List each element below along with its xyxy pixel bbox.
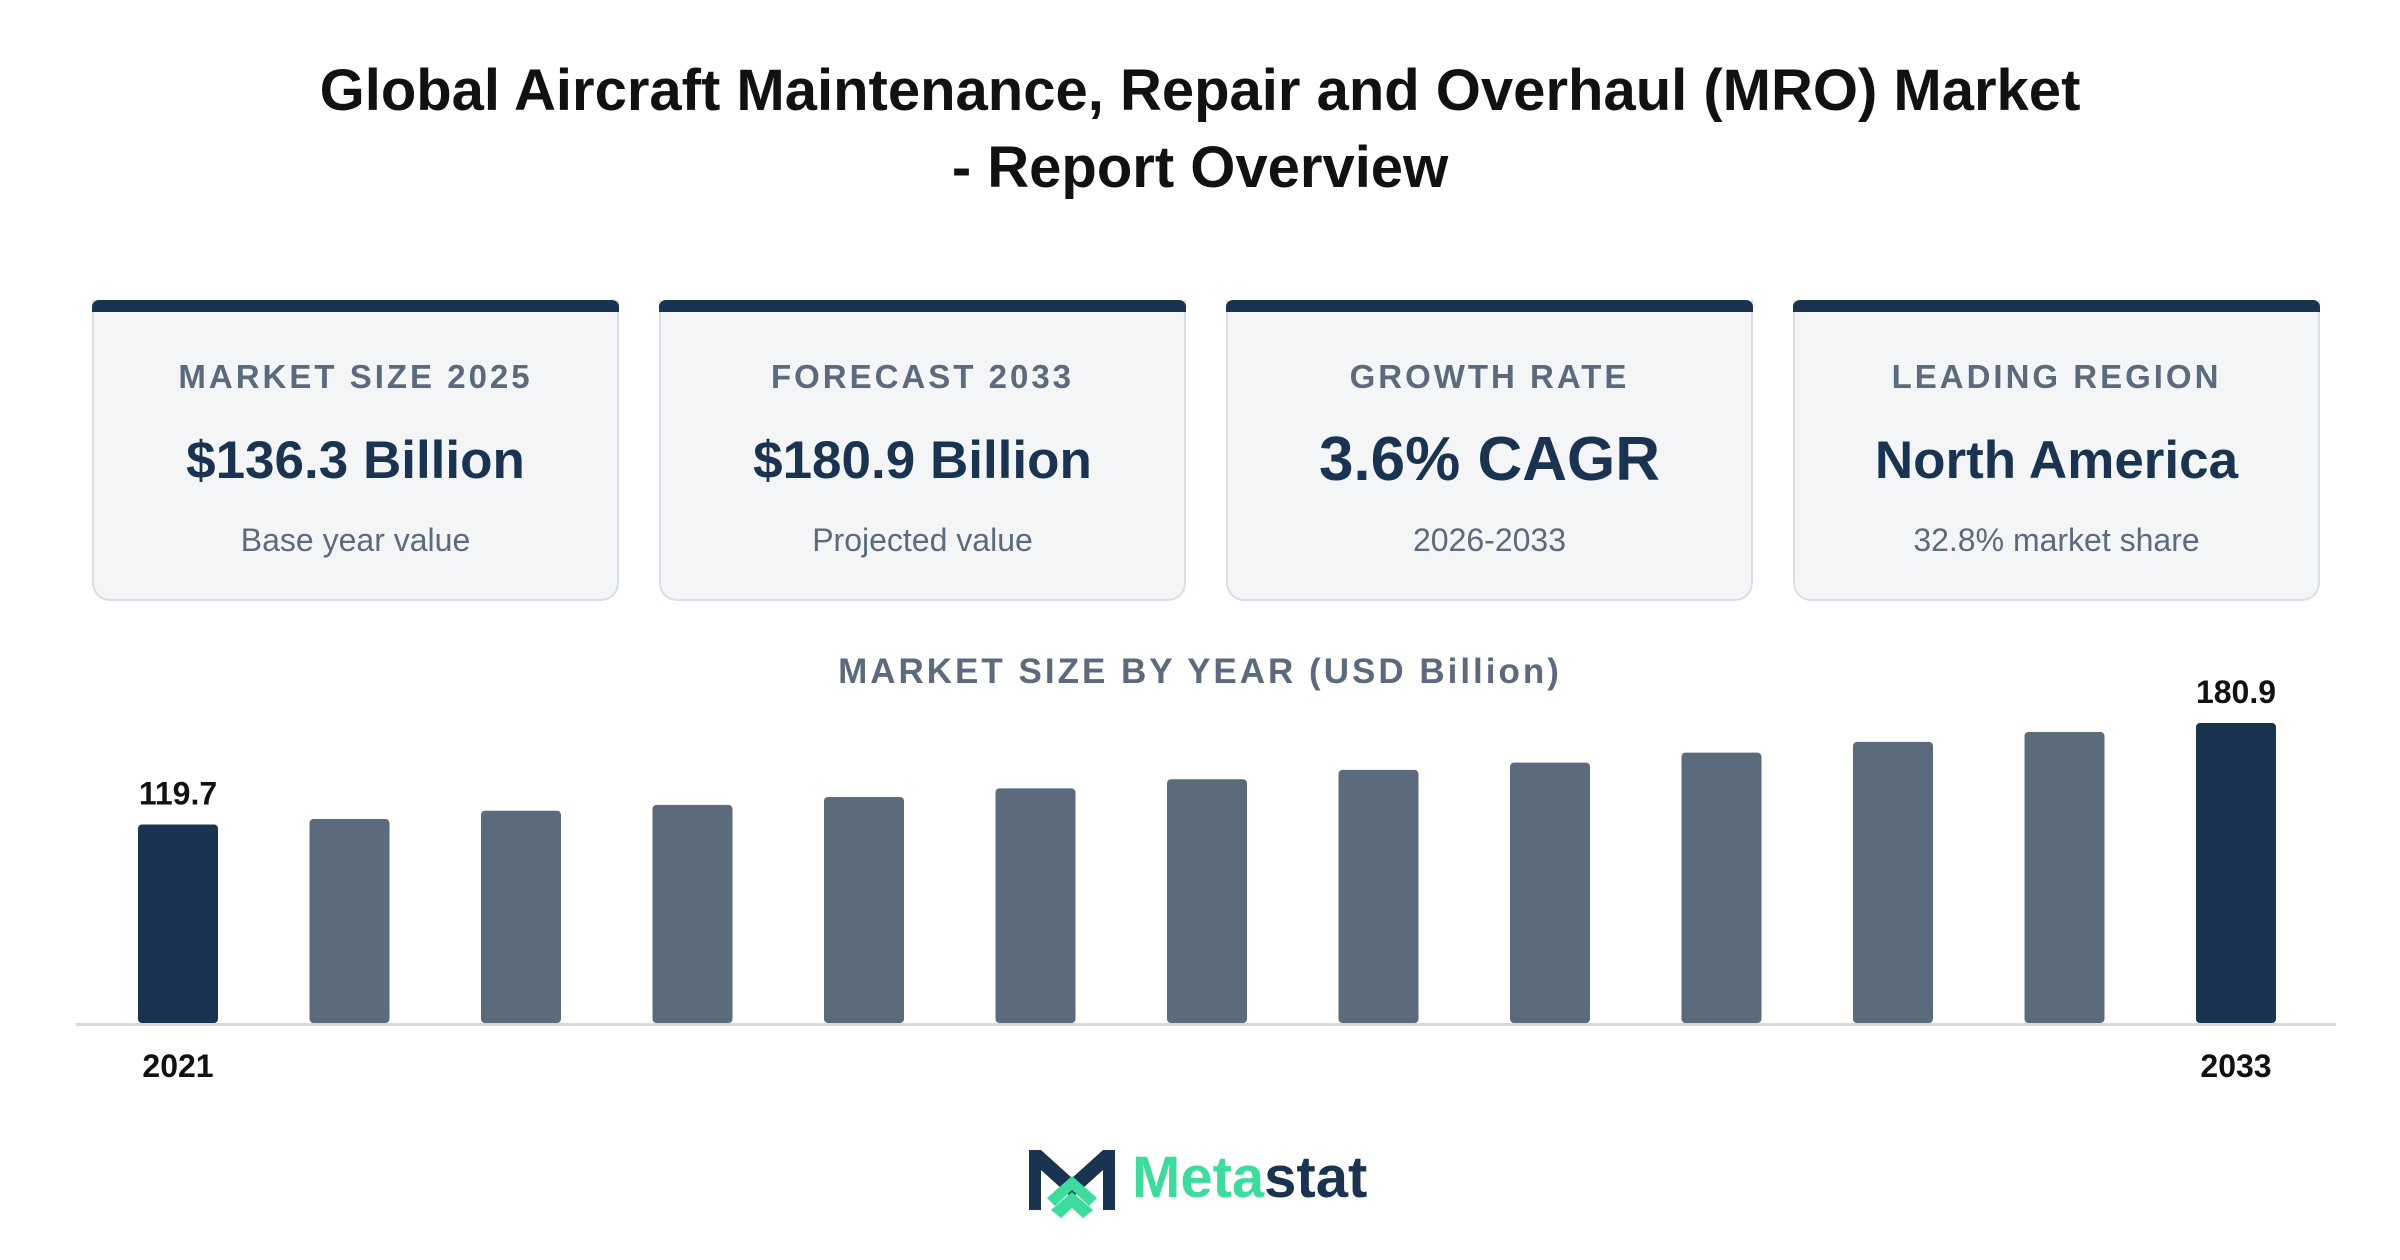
leading-region-label: LEADING REGION [1891,358,2222,395]
card-accent-bar [1793,300,2320,312]
brand-name: Metastat [1132,1143,1367,1213]
card-accent-bar [1226,300,1753,312]
leading-region-sub: 32.8% market share [1913,522,2200,558]
forecast-sub: Projected value [812,522,1033,558]
card-accent-bar [659,300,1186,312]
bar-2022 [309,819,390,1023]
bar-2023 [481,810,561,1023]
forecast-value: $180.9 Billion [753,431,1092,490]
market-size-label: MARKET SIZE 2025 [178,358,533,395]
market-size-card: MARKET SIZE 2025 $136.3 Billion Base yea… [92,300,619,601]
bar-2033 [2196,723,2276,1023]
growth-rate-label: GROWTH RATE [1349,358,1630,395]
page-title-line-1: Global Aircraft Maintenance, Repair and … [319,58,2081,123]
bar-2030 [1681,752,1762,1023]
brand-logo: Metastat [1025,1140,1395,1220]
brand-name-part-2: stat [1264,1145,1368,1210]
bar-2021 [138,824,218,1023]
value-label-2033: 180.9 [2196,674,2276,710]
market-size-value: $136.3 Billion [186,431,525,490]
card-accent-bar [92,300,619,312]
bar-2026 [995,788,1076,1023]
bar-2027 [1167,779,1247,1023]
market-size-sub: Base year value [240,522,471,558]
page-title-line-2: - Report Overview [951,135,1449,200]
forecast-card: FORECAST 2033 $180.9 Billion Projected v… [659,300,1186,601]
bar-2028 [1338,769,1419,1023]
growth-rate-sub: 2026-2033 [1412,522,1567,558]
x-tick-label-2033: 2033 [2200,1048,2271,1084]
leading-region-card: LEADING REGION North America 32.8% marke… [1793,300,2320,601]
chart-title: MARKET SIZE BY YEAR (USD Billion) [838,652,1562,691]
page-title: Global Aircraft Maintenance, Repair and … [200,52,2200,206]
bar-2032 [2024,731,2105,1023]
leading-region-value: North America [1874,431,2239,490]
x-tick-label-2021: 2021 [142,1048,213,1084]
growth-rate-card: GROWTH RATE 3.6% CAGR 2026-2033 [1226,300,1753,601]
metastat-m-logo-icon [1029,1150,1115,1218]
brand-name-part-1: Meta [1132,1145,1265,1210]
bar-2029 [1510,762,1590,1023]
forecast-label: FORECAST 2033 [770,358,1075,395]
value-label-2021: 119.7 [139,775,217,811]
bar-2024 [652,804,733,1023]
bar-2025 [824,796,904,1023]
bar-2031 [1853,741,1933,1023]
growth-rate-value: 3.6% CAGR [1318,425,1661,494]
